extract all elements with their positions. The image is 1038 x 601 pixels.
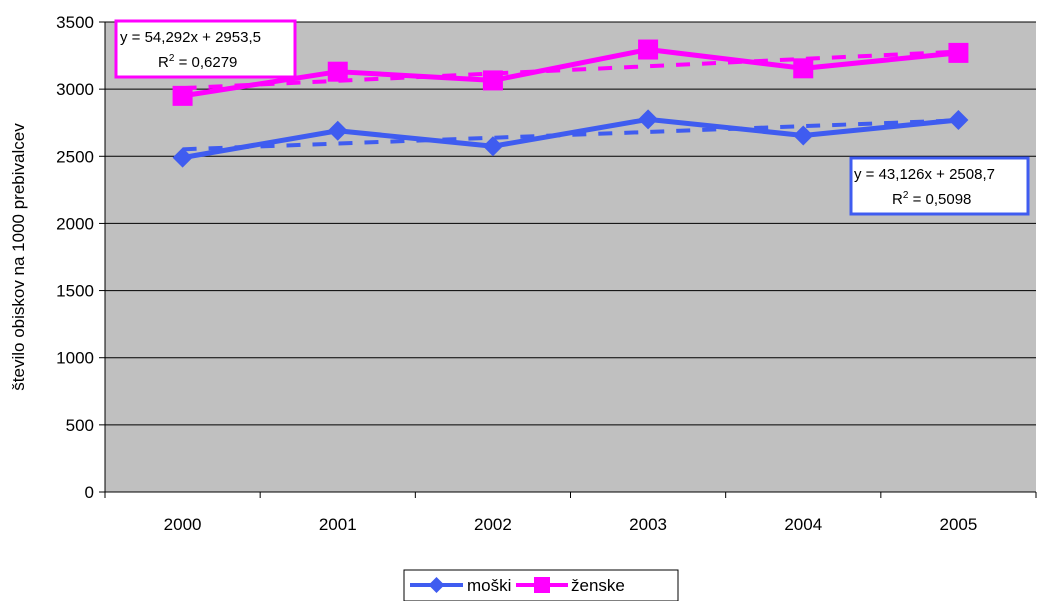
r-squared-zenske: R2 = 0,6279 <box>158 53 237 71</box>
y-tick-label: 1500 <box>56 282 94 301</box>
data-point-moski <box>482 136 503 157</box>
y-tick-labels: 0 500 1000 1500 2000 2500 3000 3500 <box>56 13 94 502</box>
x-tick-label: 2004 <box>784 515 822 534</box>
data-point-zenske <box>327 61 348 82</box>
data-point-zenske <box>793 58 814 79</box>
data-point-moski <box>172 147 193 168</box>
data-point-moski <box>948 110 969 131</box>
x-tick-labels: 2000 2001 2002 2003 2004 2005 <box>164 515 978 534</box>
legend: moški ženske <box>403 569 679 601</box>
equation-box-moski <box>849 156 1030 216</box>
data-point-moski <box>793 125 814 146</box>
data-point-zenske <box>482 70 503 91</box>
series-line-zenske <box>182 47 959 99</box>
equation-zenske: y = 54,292x + 2953,5 <box>120 29 261 46</box>
y-tick-label: 3500 <box>56 13 94 32</box>
y-tick-label: 2000 <box>56 214 94 233</box>
data-point-zenske <box>172 85 193 106</box>
series-line-moski <box>182 116 959 161</box>
legend-item-zenske: ženske <box>516 576 625 595</box>
y-tick-label: 500 <box>66 416 94 435</box>
y-tick-label: 3000 <box>56 80 94 99</box>
legend-marker-moski <box>428 577 445 593</box>
equation-box-zenske <box>114 19 297 79</box>
data-point-zenske <box>948 42 969 63</box>
x-tick-label: 2003 <box>629 515 667 534</box>
x-tick-label: 2005 <box>940 515 978 534</box>
axes <box>104 22 1037 498</box>
x-tick-label: 2001 <box>319 515 357 534</box>
equation-moski: y = 43,126x + 2508,7 <box>854 166 995 183</box>
legend-item-moski: moški <box>410 576 511 595</box>
data-point-moski <box>638 109 659 130</box>
r-squared-moski: R2 = 0,5098 <box>892 190 971 208</box>
trendline-equations: y = 54,292x + 2953,5 R2 = 0,6279 y = 43,… <box>114 19 1030 216</box>
legend-label-zenske: ženske <box>571 576 625 595</box>
y-tick-label: 2500 <box>56 147 94 166</box>
legend-label-moski: moški <box>467 576 511 595</box>
plot-area <box>105 22 1036 492</box>
legend-marker-zenske <box>534 577 550 593</box>
y-tick-label: 0 <box>85 483 94 502</box>
data-point-zenske <box>638 39 659 60</box>
data-point-moski <box>327 120 348 141</box>
data-series <box>172 39 969 168</box>
y-tick-label: 1000 <box>56 349 94 368</box>
y-axis-title: število obiskov na 1000 prebivalcev <box>9 123 28 391</box>
x-tick-label: 2002 <box>474 515 512 534</box>
x-tick-label: 2000 <box>164 515 202 534</box>
